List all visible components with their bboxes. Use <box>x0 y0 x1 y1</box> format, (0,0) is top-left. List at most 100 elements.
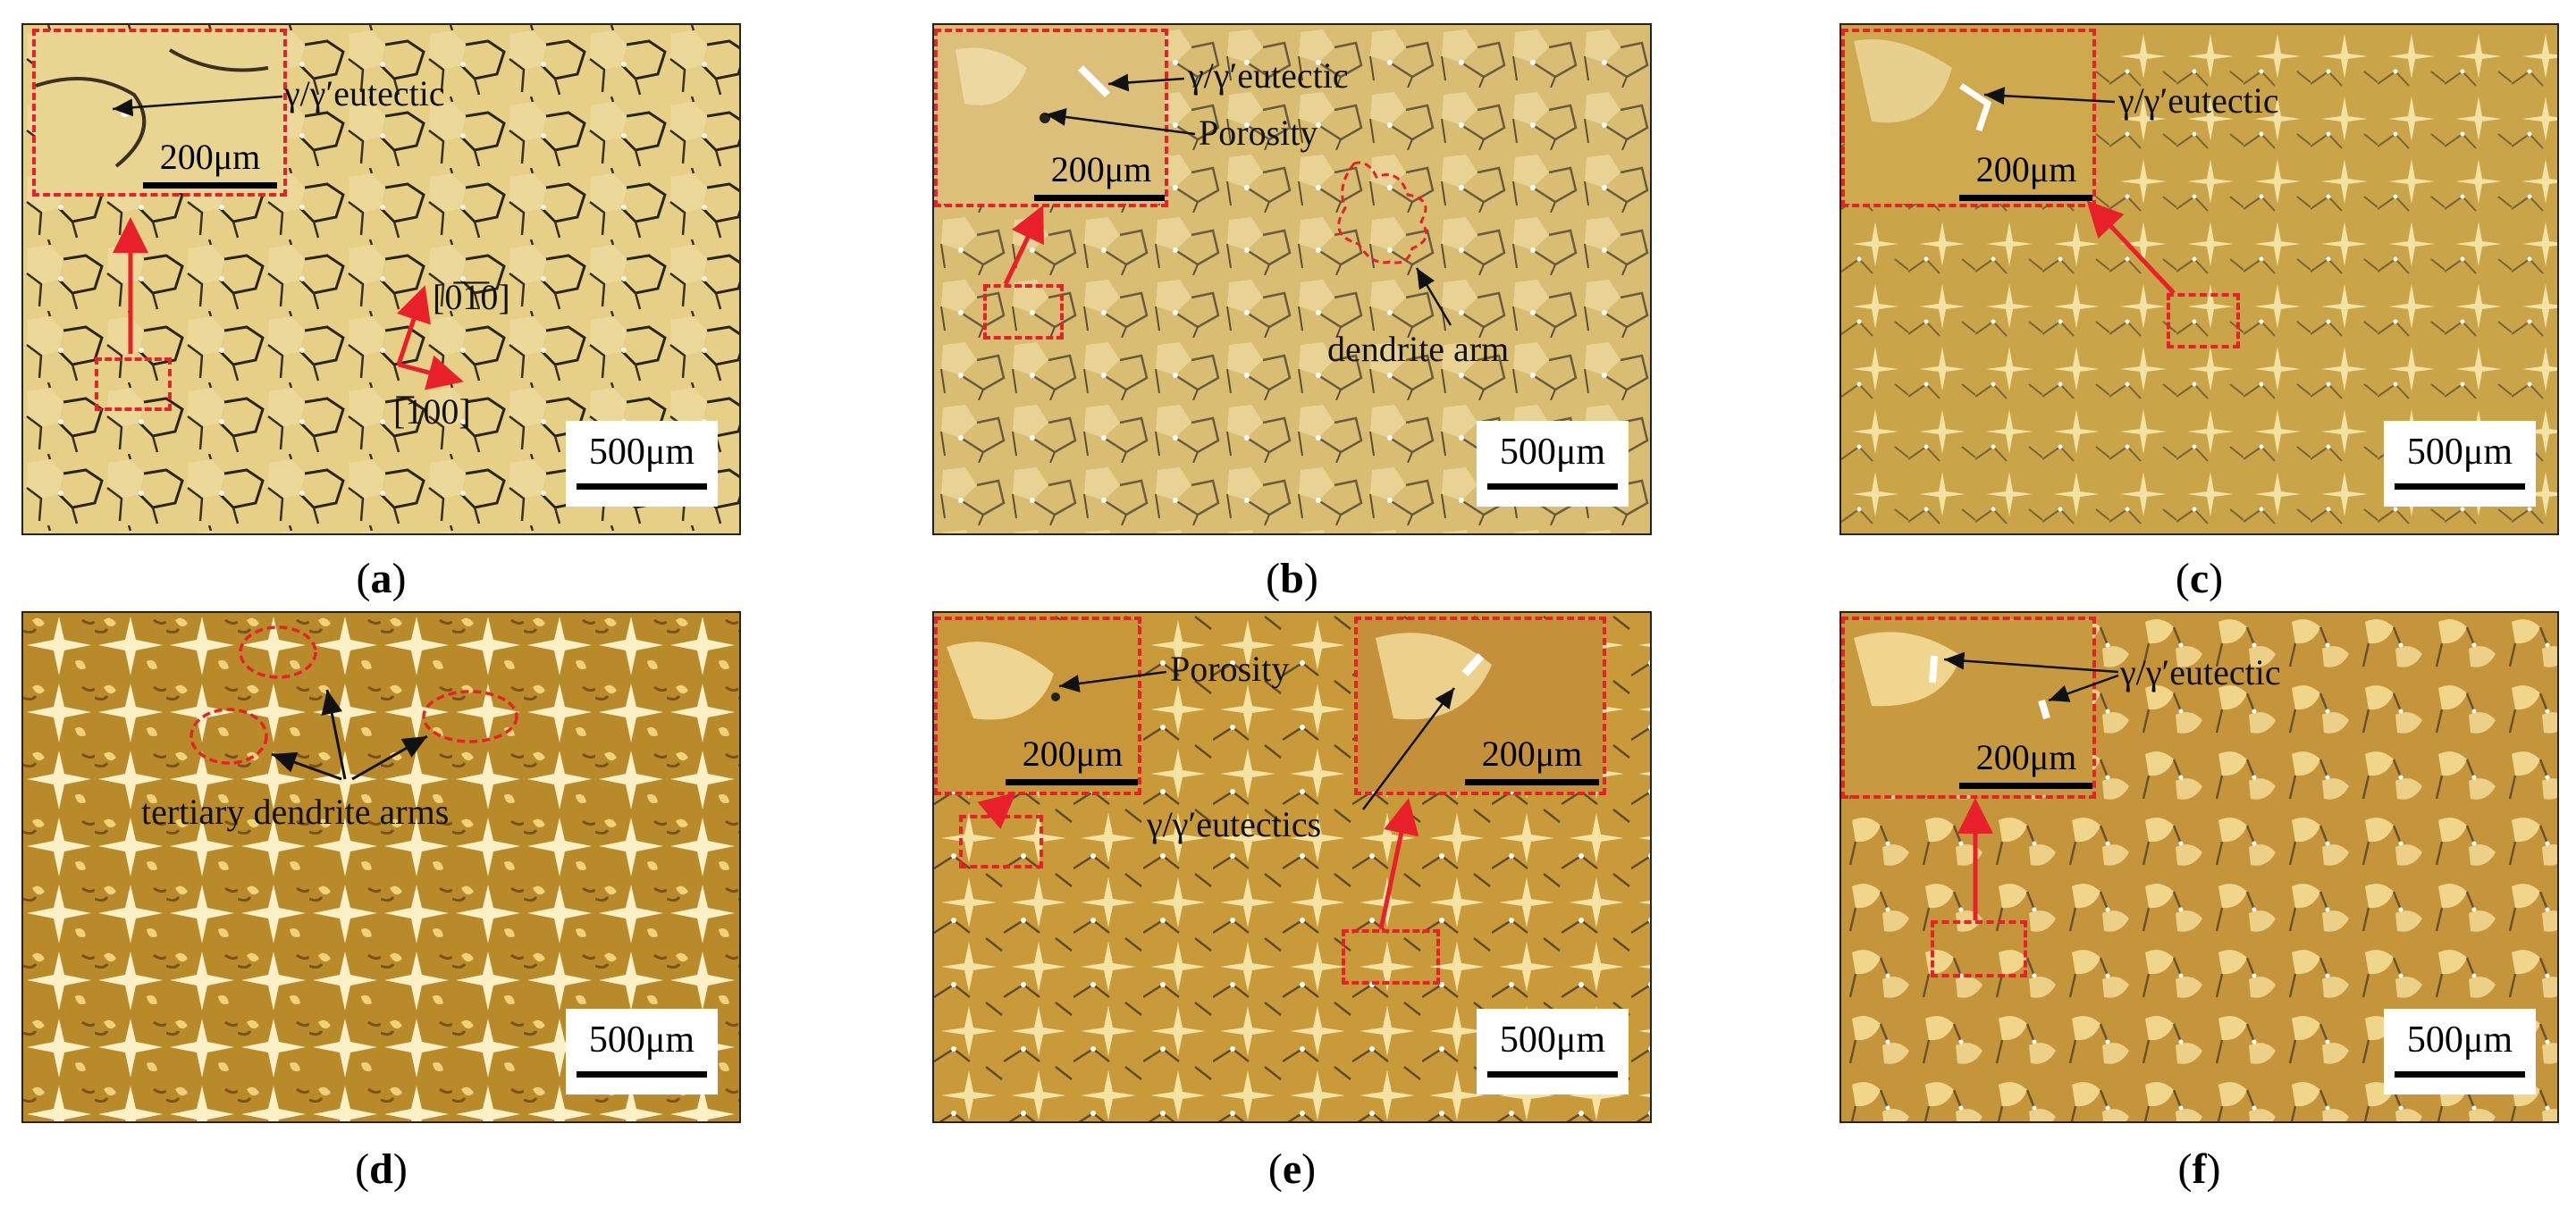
scale-bar-label: 500μm <box>588 432 695 473</box>
caption-a: (a) <box>356 555 407 602</box>
eutectic-arrow <box>112 95 283 117</box>
annotations: γ/γ′eutectic <box>1943 651 2281 920</box>
inset-scale-label: 200μm <box>1481 734 1583 774</box>
panel-a: 200μm γ/γ′eutectic [0̅1̅0] [̅100] 500μm <box>21 23 741 535</box>
caption-f: (f) <box>2177 1145 2221 1193</box>
inset-magnified: 200μm <box>1841 29 2096 207</box>
scale-bar-label: 500μm <box>2406 1019 2513 1061</box>
inset-scale-bar: 200μm <box>1959 737 2092 789</box>
porosity-label: Porosity <box>1199 113 1317 153</box>
eutectic-label: γ/γ′eutectic <box>2119 652 2281 692</box>
direction-label-1: [0̅1̅0] <box>433 277 510 317</box>
scale-bar-label: 500μm <box>1499 432 1606 473</box>
dendrite-arrow <box>1415 267 1452 326</box>
inset-magnified: 200μm <box>32 29 287 197</box>
roi-arrow-2 <box>1378 798 1419 930</box>
inset-scale-line <box>143 182 277 189</box>
scale-bar: 500μm <box>1477 1009 1629 1095</box>
inset-magnified-1: 200μm <box>934 617 1141 795</box>
annotations: γ/γ′eutectic <box>1983 80 2279 295</box>
inset-scale-bar: 200μm <box>143 139 277 189</box>
tertiary-label: tertiary dendrite arms <box>141 792 449 832</box>
scale-bar-line <box>2395 1071 2525 1078</box>
roi-arrow <box>2086 200 2176 295</box>
porosity-arrow <box>1058 670 1167 692</box>
eutectics-arrow <box>1362 687 1455 810</box>
roi-box-2 <box>1342 929 1440 985</box>
scale-bar: 500μm <box>2384 1009 2536 1095</box>
inset-scale-bar: 200μm <box>1034 149 1165 201</box>
inset-image <box>36 32 283 193</box>
inset-scale-label: 200μm <box>1975 149 2077 189</box>
tertiary-arrow-3 <box>351 734 428 781</box>
direction-label-2: [̅100] <box>393 391 471 432</box>
roi-arrow-1 <box>977 792 1016 829</box>
inset-scale-bar: 200μm <box>1006 734 1138 785</box>
scale-bar: 500μm <box>566 1009 718 1095</box>
inset-scale-label: 200μm <box>1050 149 1152 189</box>
inset-scale-label: 200μm <box>159 137 261 177</box>
roi-box <box>983 284 1064 340</box>
eutectic-label: γ/γ′eutectic <box>2117 80 2279 121</box>
porosity-arrow <box>1045 108 1196 136</box>
inset-image <box>1845 32 2092 204</box>
eutectic-arrow-1 <box>1943 651 2119 674</box>
scale-bar-line <box>2395 483 2525 490</box>
dendrite-label: dendrite arm <box>1327 329 1509 369</box>
scale-bar-line <box>1487 483 1618 490</box>
annotations: γ/γ′eutectic Porosity dendrite arm <box>1003 55 1509 369</box>
tertiary-ellipse-2 <box>189 708 268 765</box>
roi-arrow <box>1003 205 1045 286</box>
panel-b: 200μm γ/γ′eutectic Porosity dendrite arm… <box>932 23 1652 535</box>
scale-bar-line <box>1487 1071 1618 1078</box>
annotations: γ/γ′eutectic [0̅1̅0] [̅100] <box>112 73 510 432</box>
scale-bar: 500μm <box>1477 421 1629 507</box>
tertiary-ellipse-3 <box>422 690 518 743</box>
annotations: tertiary dendrite arms <box>141 625 518 832</box>
annotations: Porosity γ/γ′eutectics <box>977 649 1455 930</box>
scale-bar: 500μm <box>566 421 718 507</box>
caption-d: (d) <box>355 1145 408 1193</box>
direction-arrow-1 <box>396 285 431 365</box>
scale-bar-label: 500μm <box>1499 1019 1606 1061</box>
inset-scale-line <box>1959 783 2092 789</box>
eutectic-label: γ/γ′eutectic <box>1187 55 1349 96</box>
inset-scale-line <box>1034 195 1165 201</box>
inset-scale-line <box>1959 195 2092 201</box>
caption-e: (e) <box>1267 1145 1317 1193</box>
inset-scale-label: 200μm <box>1975 737 2077 777</box>
inset-scale-line <box>1465 779 1599 785</box>
panel-e: 200μm 200μm Porosity γ/γ′eutectics 500μm <box>932 611 1652 1123</box>
inset-scale-line <box>1006 779 1138 785</box>
roi-box <box>2167 293 2240 348</box>
tertiary-arrow-1 <box>321 689 347 780</box>
panel-d: tertiary dendrite arms 500μm <box>21 611 741 1123</box>
scale-bar-label: 500μm <box>2406 432 2513 473</box>
scale-bar-line <box>577 483 707 490</box>
panel-f: 200μm γ/γ′eutectic 500μm <box>1839 611 2559 1123</box>
inset-scale-label: 200μm <box>1022 734 1124 774</box>
eutectics-label: γ/γ′eutectics <box>1146 804 1321 844</box>
eutectic-label: γ/γ′eutectic <box>283 73 445 113</box>
caption-b: (b) <box>1266 555 1318 602</box>
tertiary-arrow-2 <box>271 751 342 781</box>
caption-c: (c) <box>2175 555 2224 602</box>
inset-image <box>1845 620 2092 795</box>
inset-magnified: 200μm <box>1841 617 2096 799</box>
inset-scale-bar: 200μm <box>1465 736 1599 785</box>
roi-box <box>95 357 172 411</box>
roi-box <box>1931 920 2027 977</box>
eutectic-arrow <box>1983 87 2116 105</box>
scale-bar-label: 500μm <box>588 1019 695 1061</box>
porosity-label: Porosity <box>1170 649 1289 689</box>
inset-scale-bar: 200μm <box>1959 149 2092 201</box>
tertiary-ellipse-1 <box>239 625 317 679</box>
scale-bar-line <box>577 1071 707 1078</box>
direction-arrow-2 <box>398 355 464 390</box>
dendrite-outline <box>1337 161 1428 264</box>
scale-bar: 500μm <box>2384 421 2536 507</box>
eutectic-arrow-2 <box>2048 674 2119 702</box>
inset-image <box>938 620 1138 792</box>
panel-c: 200μm γ/γ′eutectic 500μm <box>1839 23 2559 535</box>
eutectic-arrow <box>1107 73 1185 92</box>
